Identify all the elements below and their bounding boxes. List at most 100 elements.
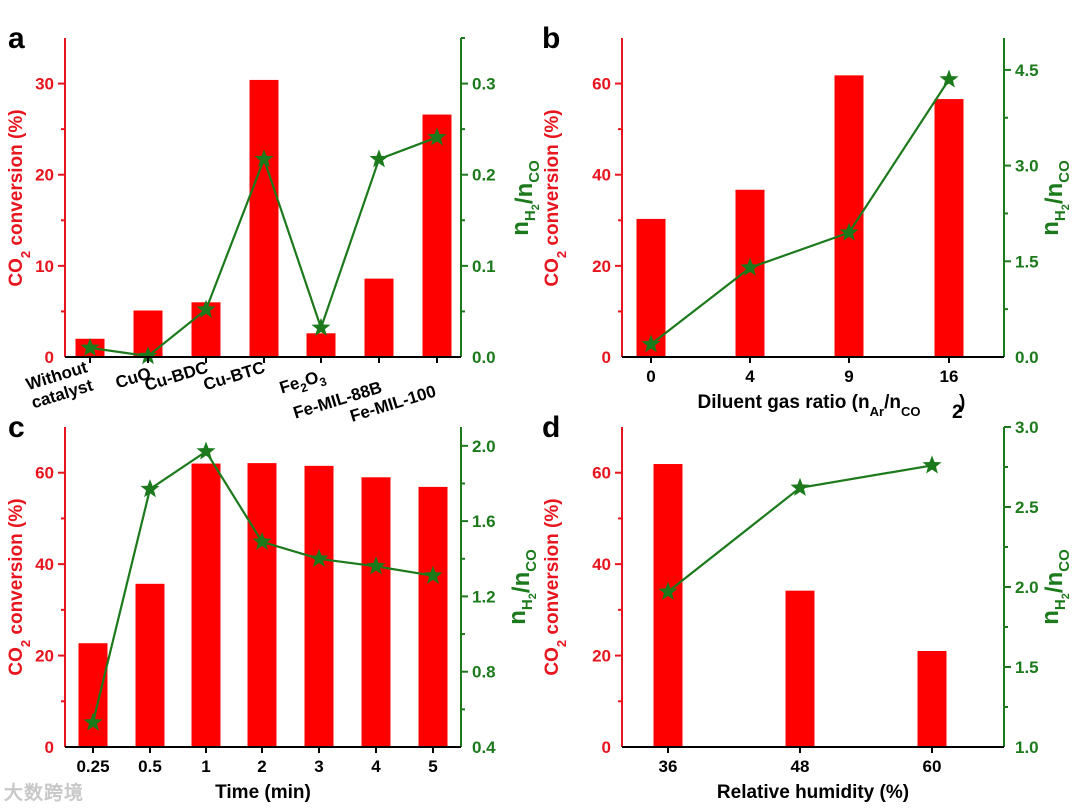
- left-tick-label-a: 0: [45, 348, 54, 367]
- right-tick-label-d: 2.5: [1015, 498, 1039, 517]
- panel-d: d 0 20 40 60 1.0 1.5 2.0 2.5 3.0 36 48 60 Relative hu…: [542, 411, 1073, 803]
- right-axis-title-b: nH2/nCO: [1037, 160, 1073, 236]
- bar-c-4: [304, 465, 334, 747]
- right-tick-label-c: 1.2: [472, 587, 496, 606]
- right-tick-label-d: 2.0: [1015, 578, 1039, 597]
- right-tick-label-c: 0.4: [472, 738, 496, 757]
- bar-a-6: [422, 114, 452, 357]
- category-label-a-0: Withoutcatalyst: [23, 357, 95, 412]
- category-label-b-0: 0: [646, 367, 655, 386]
- bar-c-1: [135, 583, 165, 747]
- left-tick-label-c: 0: [45, 738, 54, 757]
- panel-letter-d: d: [542, 411, 560, 444]
- panel-c: c 0 20 40 60 0.4 0.8 1.2 1.6 2.0 0.25 0.5 1 2 3 4 5 Time …: [6, 411, 540, 803]
- category-label-a-4: Fe2O3: [277, 366, 328, 402]
- category-label-c-5: 4: [371, 757, 381, 776]
- right-tick-label-d: 1.0: [1015, 738, 1039, 757]
- right-tick-label-a: 0.3: [472, 75, 496, 94]
- category-label-c-1: 0.5: [138, 757, 162, 776]
- left-tick-label-b: 20: [592, 257, 611, 276]
- right-tick-label-b: 0.0: [1015, 348, 1039, 367]
- bar-a-5: [364, 278, 394, 357]
- right-tick-label-d: 1.5: [1015, 658, 1039, 677]
- left-tick-label-d: 60: [592, 464, 611, 483]
- star-marker-c-0: [83, 712, 103, 731]
- star-marker-c-6: [423, 565, 443, 584]
- left-tick-label-d: 40: [592, 555, 611, 574]
- left-tick-label-c: 40: [35, 555, 54, 574]
- right-tick-label-a: 0.0: [472, 348, 496, 367]
- star-marker-c-3: [252, 531, 272, 550]
- category-label-c-3: 2: [257, 757, 266, 776]
- left-axis-title-a: CO2 conversion (%): [6, 109, 33, 286]
- panel-letter-a: a: [8, 22, 25, 55]
- right-tick-label-c: 2.0: [472, 437, 496, 456]
- star-marker-b-3: [939, 69, 959, 88]
- right-tick-label-b: 1.5: [1015, 252, 1039, 271]
- bar-d-2: [917, 651, 947, 747]
- bar-b-0: [636, 218, 666, 357]
- right-tick-label-a: 0.2: [472, 166, 496, 185]
- right-tick-label-c: 0.8: [472, 663, 496, 682]
- bar-c-3: [247, 463, 277, 747]
- star-marker-b-0: [641, 334, 661, 353]
- left-axis-title-c: CO2 conversion (%): [6, 498, 33, 675]
- right-tick-label-c: 1.6: [472, 512, 496, 531]
- category-label-d-2: 60: [923, 757, 942, 776]
- left-tick-label-a: 10: [35, 257, 54, 276]
- right-tick-label-a: 0.1: [472, 257, 496, 276]
- bar-b-1: [735, 189, 765, 357]
- bar-c-5: [361, 477, 391, 747]
- left-tick-label-b: 60: [592, 75, 611, 94]
- bar-c-0: [78, 643, 108, 747]
- left-tick-label-d: 20: [592, 647, 611, 666]
- star-marker-c-4: [309, 548, 329, 567]
- star-marker-a-6: [427, 127, 447, 146]
- left-axis-title-b: CO2 conversion (%): [542, 109, 569, 286]
- star-marker-b-1: [740, 257, 760, 276]
- left-axis-title-d: CO2 conversion (%): [542, 498, 569, 675]
- left-tick-label-c: 20: [35, 647, 54, 666]
- category-label-c-2: 1: [201, 757, 210, 776]
- right-axis-title-d: nH2/nCO: [1037, 549, 1073, 625]
- category-label-d-1: 48: [791, 757, 810, 776]
- bar-c-2: [191, 463, 221, 747]
- right-axis-title-a: nH2/nCO: [507, 160, 543, 236]
- bar-b-3: [934, 99, 964, 358]
- series-line-b: [650, 78, 950, 346]
- star-marker-a-3: [254, 149, 274, 168]
- bar-d-0: [653, 464, 683, 747]
- category-label-b-1: 4: [745, 367, 755, 386]
- x-axis-title-c: Time (min): [215, 782, 311, 803]
- panel-letter-c: c: [8, 411, 25, 444]
- star-marker-a-2: [196, 299, 216, 318]
- x-axis-title-b-close: ): [959, 392, 965, 413]
- category-label-c-0: 0.25: [76, 757, 109, 776]
- star-marker-a-5: [369, 149, 389, 168]
- left-tick-label-b: 0: [602, 348, 611, 367]
- star-marker-a-1: [138, 346, 158, 365]
- bar-d-1: [785, 590, 815, 747]
- watermark-text: 大数跨境: [4, 783, 85, 804]
- x-axis-title-d: Relative humidity (%): [717, 782, 909, 803]
- right-tick-label-b: 4.5: [1015, 61, 1039, 80]
- category-label-b-2: 9: [844, 367, 853, 386]
- category-label-c-4: 3: [314, 757, 323, 776]
- category-label-d-0: 36: [659, 757, 678, 776]
- category-label-a-3: Cu-BTC: [201, 358, 267, 395]
- star-marker-b-2: [839, 222, 859, 241]
- bar-a-4: [306, 333, 336, 357]
- left-tick-label-b: 40: [592, 166, 611, 185]
- category-label-c-6: 5: [428, 757, 437, 776]
- right-axis-title-c: nH2/nCO: [504, 549, 540, 625]
- left-tick-label-d: 0: [602, 738, 611, 757]
- star-marker-d-1: [790, 477, 810, 496]
- left-tick-label-a: 20: [35, 166, 54, 185]
- star-marker-c-2: [196, 441, 216, 460]
- x-axis-title-b: Diluent gas ratio (nAr/nCO: [698, 392, 921, 419]
- star-marker-a-4: [311, 317, 331, 336]
- star-marker-a-0: [80, 337, 100, 356]
- bar-c-6: [418, 486, 448, 747]
